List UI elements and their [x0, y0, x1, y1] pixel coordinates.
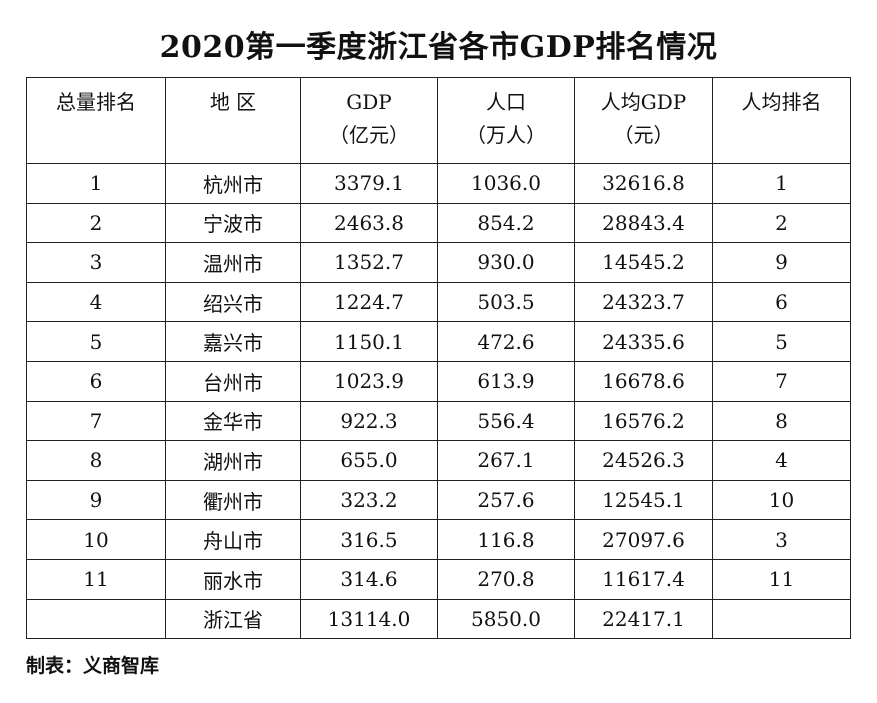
- cell-population: 116.8: [437, 519, 575, 560]
- cell-per-capita-gdp: 12545.1: [574, 479, 713, 521]
- cell-per-capita-rank: 7: [712, 360, 851, 402]
- cell-per-capita-gdp: 24335.6: [574, 321, 713, 362]
- header-row: 总量排名 地 区 GDP （亿元） 人口 （万人） 人均GDP （元） 人均排名: [26, 77, 851, 164]
- table-row: 10 舟山市 316.5 116.8 27097.6 3: [26, 519, 851, 560]
- table-row: 9 衢州市 323.2 257.6 12545.1 10: [26, 479, 851, 521]
- cell-per-capita-rank: 9: [712, 242, 851, 283]
- cell-region: 嘉兴市: [165, 321, 301, 362]
- cell-rank: 6: [26, 360, 166, 402]
- cell-rank: 9: [26, 479, 166, 521]
- page-title: 2020第一季度浙江省各市GDP排名情况: [159, 30, 718, 65]
- cell-population: 854.2: [437, 202, 575, 244]
- cell-gdp: 1352.7: [300, 242, 438, 283]
- cell-per-capita-rank: 8: [712, 400, 851, 442]
- cell-region: 宁波市: [165, 202, 301, 244]
- table-row: 11 丽水市 314.6 270.8 11617.4 11: [26, 558, 851, 600]
- cell-population: 1036.0: [437, 163, 575, 204]
- cell-per-capita-rank: 2: [712, 202, 851, 244]
- header-per-capita-rank: 人均排名: [712, 77, 851, 164]
- table-row: 1 杭州市 3379.1 1036.0 32616.8 1: [26, 163, 851, 204]
- cell-rank: [26, 598, 166, 640]
- cell-per-capita-rank: 3: [712, 519, 851, 560]
- cell-gdp: 1023.9: [300, 360, 438, 402]
- cell-region: 湖州市: [165, 440, 301, 481]
- cell-gdp: 314.6: [300, 558, 438, 600]
- table-row: 3 温州市 1352.7 930.0 14545.2 9: [26, 242, 851, 283]
- cell-per-capita-gdp: 28843.4: [574, 202, 713, 244]
- cell-rank: 7: [26, 400, 166, 442]
- table-row: 8 湖州市 655.0 267.1 24526.3 4: [26, 440, 851, 481]
- cell-population: 5850.0: [437, 598, 575, 640]
- cell-gdp: 1224.7: [300, 281, 438, 323]
- cell-per-capita-gdp: 16576.2: [574, 400, 713, 442]
- cell-rank: 4: [26, 281, 166, 323]
- cell-gdp: 323.2: [300, 479, 438, 521]
- cell-per-capita-gdp: 16678.6: [574, 360, 713, 402]
- table-row: 4 绍兴市 1224.7 503.5 24323.7 6: [26, 281, 851, 323]
- cell-per-capita-rank: 10: [712, 479, 851, 521]
- table-row: 7 金华市 922.3 556.4 16576.2 8: [26, 400, 851, 442]
- cell-population: 257.6: [437, 479, 575, 521]
- cell-rank: 10: [26, 519, 166, 560]
- table-body: 1 杭州市 3379.1 1036.0 32616.8 1 2 宁波市 2463…: [26, 163, 851, 640]
- cell-rank: 5: [26, 321, 166, 362]
- cell-population: 503.5: [437, 281, 575, 323]
- cell-region: 绍兴市: [165, 281, 301, 323]
- cell-gdp: 13114.0: [300, 598, 438, 640]
- cell-gdp: 1150.1: [300, 321, 438, 362]
- header-per-capita-gdp: 人均GDP （元）: [574, 77, 713, 164]
- cell-rank: 11: [26, 558, 166, 600]
- cell-region: 台州市: [165, 360, 301, 402]
- cell-per-capita-rank: 4: [712, 440, 851, 481]
- cell-per-capita-rank: 1: [712, 163, 851, 204]
- cell-per-capita-gdp: 27097.6: [574, 519, 713, 560]
- table-row: 6 台州市 1023.9 613.9 16678.6 7: [26, 360, 851, 402]
- cell-per-capita-gdp: 11617.4: [574, 558, 713, 600]
- cell-region: 丽水市: [165, 558, 301, 600]
- cell-region: 舟山市: [165, 519, 301, 560]
- cell-rank: 1: [26, 163, 166, 204]
- cell-region: 浙江省: [165, 598, 301, 640]
- cell-region: 金华市: [165, 400, 301, 442]
- cell-per-capita-rank: 11: [712, 558, 851, 600]
- header-rank: 总量排名: [26, 77, 166, 164]
- table-header: 总量排名 地 区 GDP （亿元） 人口 （万人） 人均GDP （元） 人均排名: [26, 77, 851, 164]
- gdp-ranking-table: 总量排名 地 区 GDP （亿元） 人口 （万人） 人均GDP （元） 人均排名 1 …: [26, 77, 851, 640]
- header-population: 人口 （万人）: [437, 77, 575, 164]
- cell-gdp: 655.0: [300, 440, 438, 481]
- cell-per-capita-gdp: 24526.3: [574, 440, 713, 481]
- header-region: 地 区: [165, 77, 301, 164]
- cell-per-capita-rank: 5: [712, 321, 851, 362]
- cell-gdp: 3379.1: [300, 163, 438, 204]
- cell-per-capita-rank: 6: [712, 281, 851, 323]
- table-row: 5 嘉兴市 1150.1 472.6 24335.6 5: [26, 321, 851, 362]
- cell-rank: 2: [26, 202, 166, 244]
- cell-per-capita-rank: [712, 598, 851, 640]
- table-source-note: 制表：义商智库: [26, 655, 160, 677]
- cell-per-capita-gdp: 22417.1: [574, 598, 713, 640]
- cell-population: 270.8: [437, 558, 575, 600]
- cell-per-capita-gdp: 14545.2: [574, 242, 713, 283]
- cell-gdp: 922.3: [300, 400, 438, 442]
- cell-per-capita-gdp: 24323.7: [574, 281, 713, 323]
- cell-population: 930.0: [437, 242, 575, 283]
- cell-population: 472.6: [437, 321, 575, 362]
- cell-gdp: 316.5: [300, 519, 438, 560]
- cell-rank: 3: [26, 242, 166, 283]
- cell-region: 衢州市: [165, 479, 301, 521]
- cell-population: 613.9: [437, 360, 575, 402]
- table-row: 2 宁波市 2463.8 854.2 28843.4 2: [26, 202, 851, 244]
- header-gdp: GDP （亿元）: [300, 77, 438, 164]
- cell-population: 556.4: [437, 400, 575, 442]
- table-row-total: 浙江省 13114.0 5850.0 22417.1: [26, 598, 851, 640]
- cell-gdp: 2463.8: [300, 202, 438, 244]
- cell-region: 温州市: [165, 242, 301, 283]
- cell-region: 杭州市: [165, 163, 301, 204]
- cell-rank: 8: [26, 440, 166, 481]
- cell-per-capita-gdp: 32616.8: [574, 163, 713, 204]
- cell-population: 267.1: [437, 440, 575, 481]
